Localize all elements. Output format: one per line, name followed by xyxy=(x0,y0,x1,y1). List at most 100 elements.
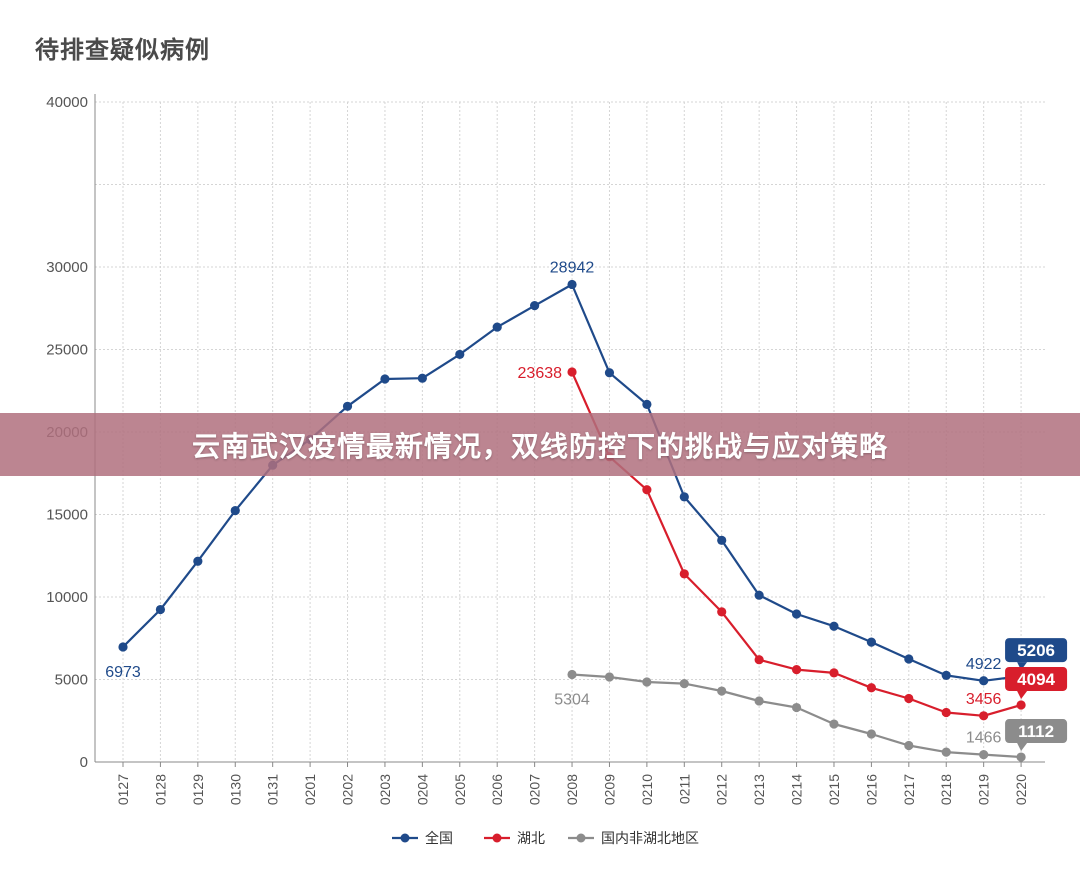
data-label: 6973 xyxy=(105,664,141,681)
data-label: 1466 xyxy=(966,730,1002,747)
value-badge-pointer xyxy=(1017,690,1028,699)
data-label: 28942 xyxy=(550,259,595,276)
data-point xyxy=(941,747,951,757)
data-point xyxy=(567,279,577,290)
series-layer xyxy=(118,279,1026,762)
data-point xyxy=(118,642,128,652)
data-point xyxy=(717,686,727,696)
data-label-layer: 6973 28942 4922 5206 23638 3456 4094 5304 1466 11… xyxy=(105,259,1068,752)
y-tick-label: 30000 xyxy=(46,259,88,276)
data-point xyxy=(642,677,652,687)
data-point xyxy=(342,401,353,411)
grid-layer xyxy=(95,101,1045,762)
x-tick-label: 0205 xyxy=(452,774,468,805)
data-point xyxy=(567,367,577,377)
legend-marker xyxy=(576,833,586,843)
y-tick-label: 40000 xyxy=(46,94,88,111)
data-point xyxy=(979,711,989,721)
x-tick-label: 0208 xyxy=(564,774,580,805)
legend-marker xyxy=(492,833,502,843)
data-label: 3456 xyxy=(966,691,1002,708)
value-badge-pointer xyxy=(1017,743,1028,752)
data-point xyxy=(492,322,502,332)
data-point xyxy=(604,672,615,682)
data-label: 5304 xyxy=(554,691,590,708)
data-point xyxy=(754,655,764,665)
data-point xyxy=(866,683,877,693)
value-badge xyxy=(1005,719,1068,744)
legend-marker xyxy=(400,833,410,843)
data-point xyxy=(979,676,989,686)
data-point xyxy=(979,749,989,760)
headline-text: 云南武汉疫情最新情况，双线防控下的挑战与应对策略 xyxy=(191,429,888,463)
data-point xyxy=(380,374,390,384)
x-tick-label: 0201 xyxy=(302,774,318,805)
data-point xyxy=(679,679,689,689)
legend: 全国 湖北 国内非湖北地区 xyxy=(392,830,699,847)
y-tick-label: 25000 xyxy=(46,342,88,359)
x-tick-label: 0129 xyxy=(190,774,206,805)
x-tick-label: 0220 xyxy=(1013,774,1029,805)
data-point xyxy=(829,668,839,678)
data-point xyxy=(455,349,465,360)
data-point xyxy=(642,399,652,409)
data-point xyxy=(1016,752,1026,762)
x-tick-label: 0213 xyxy=(751,774,767,805)
y-tick-label: 5000 xyxy=(55,672,88,689)
x-tick-label: 0217 xyxy=(901,774,917,805)
data-point xyxy=(193,556,203,566)
y-tick-label: 10000 xyxy=(46,589,88,606)
x-tick-label: 0130 xyxy=(227,774,243,805)
value-badge-pointer xyxy=(1017,662,1028,671)
chart-title: 待排查疑似病例 xyxy=(35,36,210,64)
data-point xyxy=(717,535,727,545)
value-badge xyxy=(1005,666,1068,691)
axis-layer: 0500010000150002000025000300004000001270… xyxy=(46,94,1045,805)
data-point xyxy=(567,669,577,680)
x-tick-label: 0207 xyxy=(527,774,543,805)
data-point xyxy=(754,590,764,600)
x-tick-label: 0216 xyxy=(863,774,879,805)
data-point xyxy=(679,492,689,502)
x-tick-label: 0204 xyxy=(414,774,430,805)
y-tick-label: 15000 xyxy=(46,507,88,524)
data-point xyxy=(904,693,914,704)
data-point xyxy=(866,637,877,647)
data-point xyxy=(1016,700,1026,710)
value-badge xyxy=(1005,638,1068,663)
data-point xyxy=(679,569,689,579)
x-tick-label: 0131 xyxy=(265,774,281,805)
data-point xyxy=(791,609,802,619)
data-point xyxy=(642,485,652,495)
x-tick-label: 0215 xyxy=(826,774,842,805)
x-tick-label: 0219 xyxy=(976,774,992,805)
x-tick-label: 0203 xyxy=(377,774,393,805)
data-point xyxy=(717,607,727,617)
data-label: 4922 xyxy=(966,656,1002,673)
legend-label: 全国 xyxy=(425,830,453,847)
data-point xyxy=(530,301,540,311)
data-label: 23638 xyxy=(518,365,563,382)
data-point xyxy=(829,719,839,729)
x-tick-label: 0206 xyxy=(489,774,505,805)
data-point xyxy=(866,729,877,739)
data-point xyxy=(604,368,615,378)
x-tick-label: 0127 xyxy=(115,774,131,805)
x-tick-label: 0210 xyxy=(639,774,655,805)
headline-banner: 云南武汉疫情最新情况，双线防控下的挑战与应对策略 xyxy=(0,413,1080,476)
x-tick-label: 0209 xyxy=(601,774,617,805)
data-point xyxy=(791,702,802,713)
legend-label: 湖北 xyxy=(517,831,545,847)
x-tick-label: 0212 xyxy=(714,774,730,805)
data-point xyxy=(754,696,764,706)
data-point xyxy=(941,707,951,718)
data-point xyxy=(941,670,951,681)
data-point xyxy=(904,654,914,664)
data-point xyxy=(904,740,914,751)
value-badge-text: 4094 xyxy=(1017,670,1055,689)
x-tick-label: 0218 xyxy=(938,774,954,805)
y-tick-label: 0 xyxy=(80,754,88,771)
x-tick-label: 0202 xyxy=(340,774,356,805)
x-tick-label: 0128 xyxy=(152,774,168,805)
data-point xyxy=(417,373,427,383)
